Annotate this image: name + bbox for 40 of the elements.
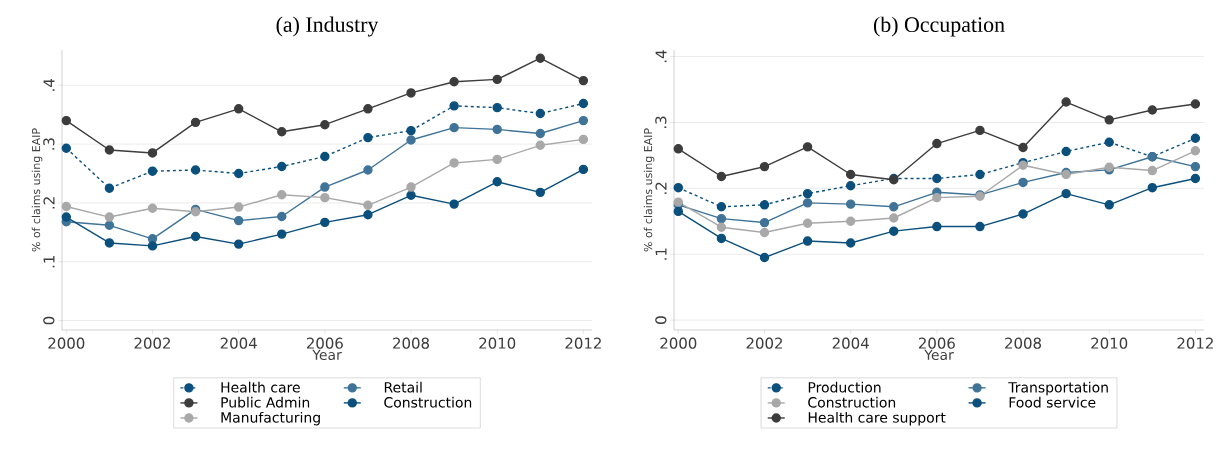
x-tick-label: 2000	[48, 337, 85, 349]
y-tick-label: .1	[655, 248, 667, 260]
x-tick-label: 2010	[1091, 337, 1128, 349]
x-tick-label: 2012	[565, 337, 601, 349]
legend-label: Construction	[384, 396, 472, 408]
chart-title: (a) Industry	[276, 16, 379, 37]
x-tick-label: 2012	[1177, 337, 1213, 349]
y-tick-label: .2	[655, 182, 667, 194]
y-tick-label: 0	[43, 316, 55, 325]
y-tick-label: .2	[43, 197, 55, 209]
y-axis-title: % of claims using EAIP	[31, 128, 43, 252]
x-tick-label: 2000	[660, 337, 697, 349]
legend-label: Health care	[221, 381, 300, 393]
x-tick-label: 2004	[832, 337, 869, 349]
legend-label: Transportation	[1008, 381, 1108, 396]
legend-label: Health care support	[808, 411, 946, 426]
legend-label: Food service	[1009, 396, 1096, 408]
legend-label: Construction	[808, 396, 896, 408]
legend-label: Retail	[384, 381, 422, 393]
legend-label: Public Admin	[221, 396, 310, 408]
x-tick-label: 2002	[746, 337, 783, 349]
x-tick-label: 2010	[479, 337, 516, 349]
y-tick-label: .3	[655, 116, 667, 129]
y-tick-label: 0	[655, 316, 667, 324]
chart-title: (b) Occupation	[873, 16, 1005, 37]
legend-label: Manufacturing	[221, 411, 320, 426]
y-tick-label: .3	[43, 138, 55, 150]
x-tick-label: 2004	[220, 337, 257, 349]
x-axis-title: Year	[312, 349, 342, 361]
x-tick-label: 2002	[134, 337, 170, 349]
x-tick-label: 2006	[306, 337, 343, 349]
y-axis-title: % of claims using EAIP	[643, 128, 655, 252]
y-tick-label: .4	[655, 50, 667, 63]
y-tick-label: .4	[43, 79, 55, 91]
x-tick-label: 2008	[1005, 337, 1042, 349]
x-tick-label: 2006	[918, 337, 955, 349]
x-axis-title: Year	[924, 349, 954, 361]
legend-label: Production	[808, 381, 881, 393]
x-tick-label: 2008	[393, 337, 430, 349]
y-tick-label: .1	[43, 256, 55, 268]
